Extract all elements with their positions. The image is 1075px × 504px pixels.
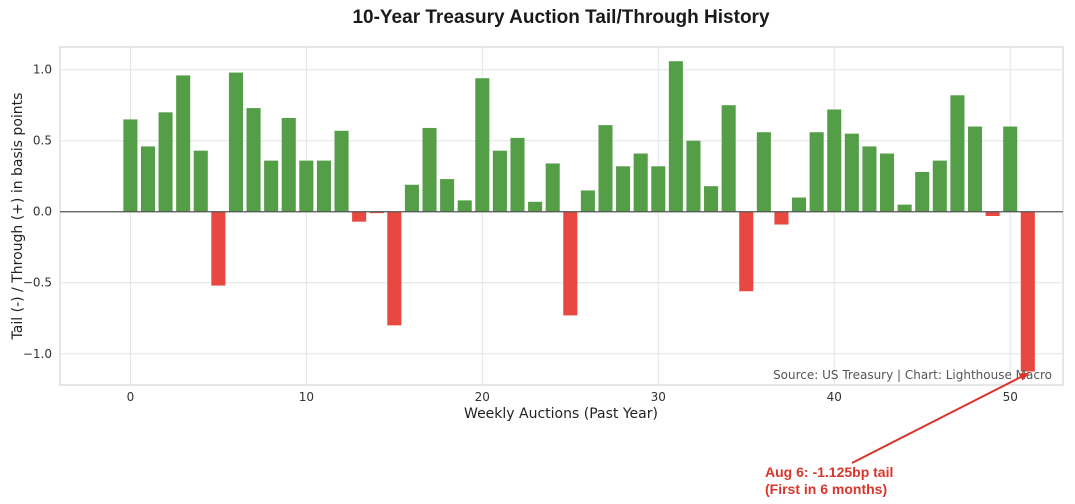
bar-through	[879, 153, 895, 212]
y-tick-label: 0.5	[33, 134, 52, 148]
bar-through	[932, 160, 947, 212]
x-tick-label: 10	[299, 390, 314, 404]
y-tick-label: −1.0	[23, 347, 52, 361]
bar-through	[246, 108, 261, 212]
bar-through	[704, 186, 719, 212]
bar-through	[967, 126, 983, 212]
bar-through	[140, 146, 156, 212]
bar-through	[668, 61, 683, 212]
x-tick-label: 40	[827, 390, 842, 404]
bar-through	[264, 160, 279, 212]
bar-through	[862, 146, 877, 212]
bar-through	[193, 150, 208, 212]
bar-through	[598, 125, 613, 212]
annotation-line1: Aug 6: -1.125bp tail	[765, 464, 893, 480]
y-tick-label: −0.5	[23, 276, 52, 290]
bar-tail	[739, 211, 754, 292]
bar-through	[633, 153, 648, 212]
annotation-line2: (First in 6 months)	[765, 481, 887, 497]
bar-through	[545, 163, 560, 212]
bar-through	[316, 160, 331, 212]
bar-through	[422, 127, 437, 212]
bar-through	[281, 118, 296, 212]
bar-through	[492, 150, 507, 212]
y-tick-label: 0.0	[33, 205, 52, 219]
bar-through	[827, 109, 842, 212]
x-axis-label: Weekly Auctions (Past Year)	[464, 406, 658, 422]
bar-through	[686, 140, 701, 212]
bar-through	[844, 133, 859, 212]
bar-tail	[774, 211, 789, 225]
x-tick-label: 50	[1003, 390, 1018, 404]
bar-through	[651, 166, 666, 212]
bar-through	[228, 72, 244, 212]
bar-through	[1003, 126, 1018, 212]
bar-through	[915, 171, 930, 212]
chart-title: 10-Year Treasury Auction Tail/Through Hi…	[352, 7, 769, 28]
bar-through	[404, 184, 419, 212]
bar-tail	[369, 211, 384, 214]
bar-through	[510, 137, 525, 212]
x-tick-labels: 0 10 20 30 40 50	[127, 390, 1018, 404]
x-tick-label: 20	[475, 390, 490, 404]
bar-through	[176, 75, 191, 212]
bar-through	[158, 112, 173, 212]
bar-through	[299, 160, 314, 212]
x-tick-label: 30	[651, 390, 666, 404]
plot-area	[59, 46, 1064, 386]
bar-through	[897, 204, 912, 212]
y-axis-label: Tail (-) / Through (+) in basis points	[10, 93, 26, 341]
bar-through	[440, 179, 455, 212]
bar-through	[123, 119, 138, 212]
bar-through	[756, 132, 771, 212]
bar-tail	[352, 211, 367, 222]
bar-through	[475, 78, 490, 212]
y-tick-labels: −1.0 −0.5 0.0 0.5 1.0	[23, 63, 52, 361]
bar-through	[616, 166, 631, 212]
y-tick-label: 1.0	[33, 63, 52, 77]
bar-tail	[211, 211, 226, 286]
bar-through	[457, 200, 472, 212]
bar-tail	[563, 211, 578, 316]
bar-through	[580, 190, 595, 212]
bar-tail	[985, 211, 1000, 216]
bars	[123, 61, 1035, 372]
bar-through	[721, 105, 736, 212]
source-note: Source: US Treasury | Chart: Lighthouse …	[773, 368, 1052, 382]
bar-through	[950, 95, 965, 212]
bar-tail	[1020, 211, 1035, 372]
annotation-arrow	[851, 372, 1030, 464]
bar-through	[809, 132, 824, 212]
bar-through	[528, 201, 543, 212]
bar-through	[792, 197, 807, 212]
bar-through	[334, 130, 349, 212]
x-tick-label: 0	[127, 390, 135, 404]
bar-tail	[387, 211, 402, 326]
